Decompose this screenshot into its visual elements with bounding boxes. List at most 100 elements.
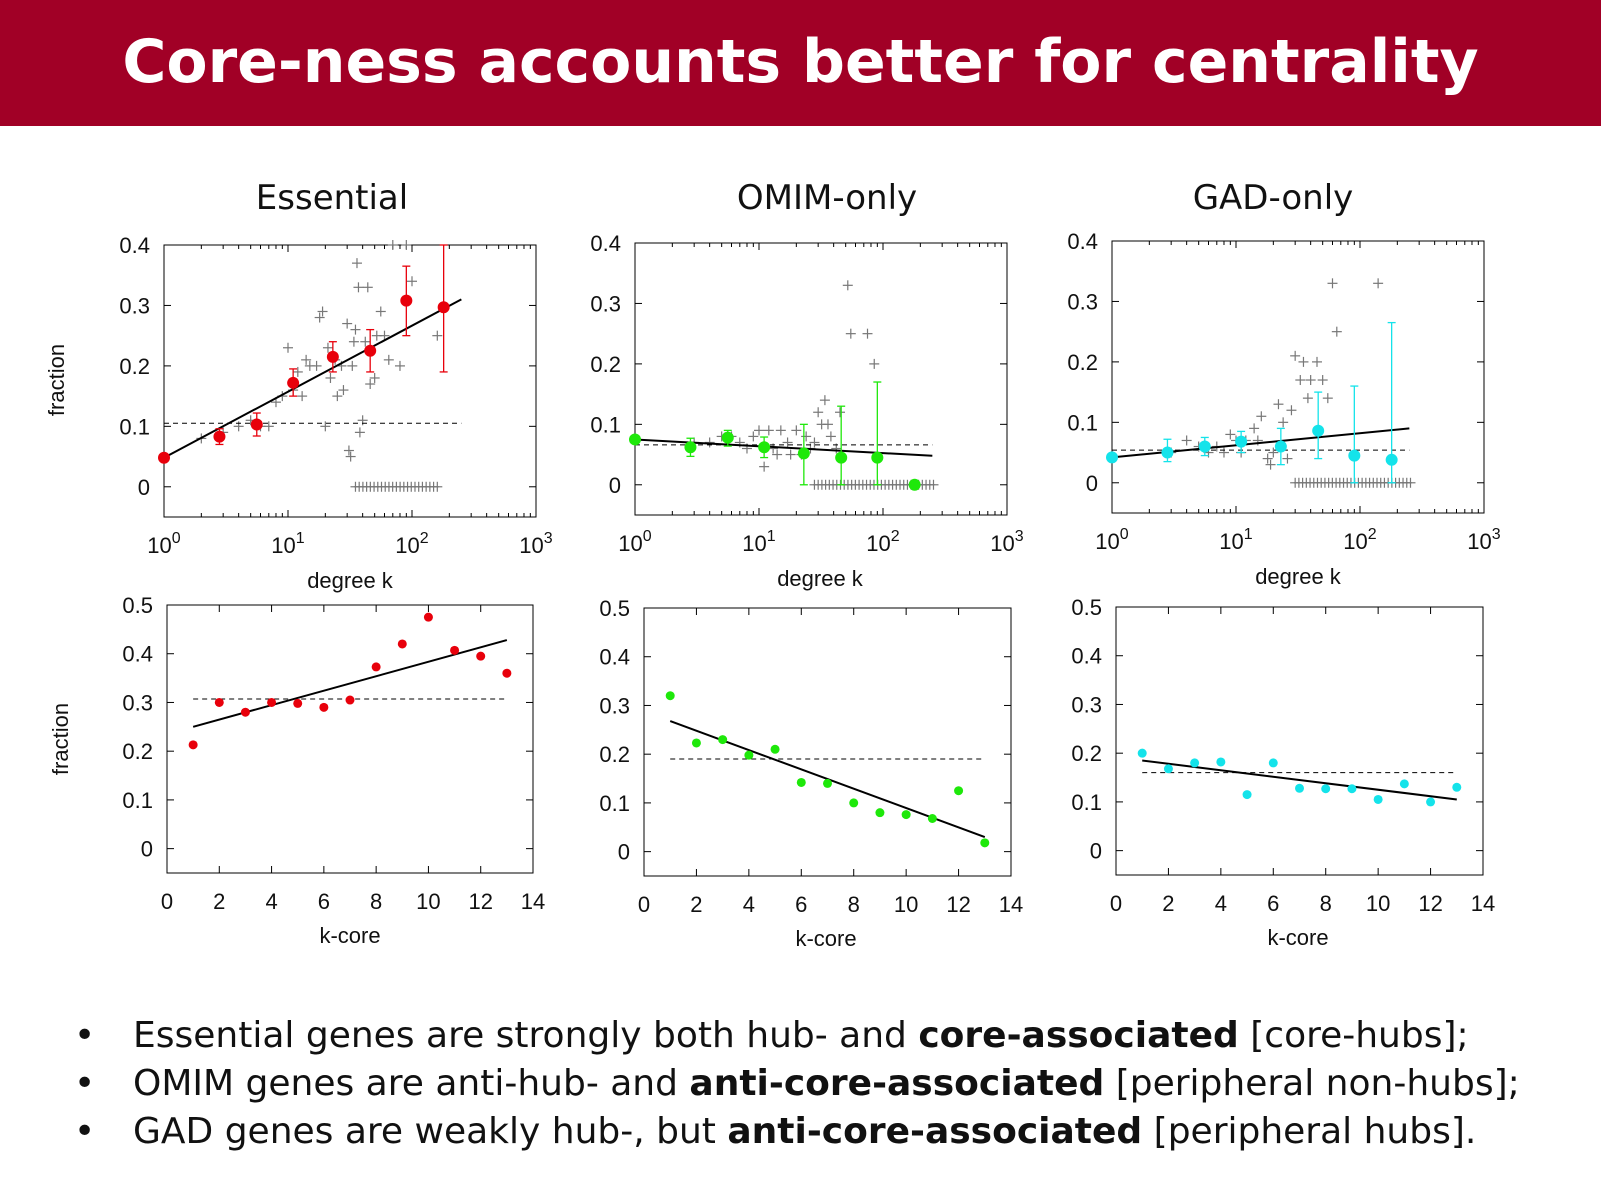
bullet-text: Essential genes are strongly both hub- a… <box>133 1012 1469 1060</box>
y-tick-label: 0.3 <box>1071 692 1102 717</box>
data-point <box>326 350 339 363</box>
x-axis-label: k-core <box>795 926 856 951</box>
data-point <box>1348 449 1361 462</box>
data-point <box>1198 440 1211 453</box>
x-tick-label: 0 <box>161 889 173 914</box>
y-tick-label: 0.3 <box>119 293 150 318</box>
y-tick-label: 0.5 <box>122 593 153 618</box>
bullet-dot: • <box>74 1111 96 1152</box>
x-tick-label: 101 <box>742 528 775 556</box>
data-point <box>691 738 701 748</box>
x-tick-label: 4 <box>743 892 755 917</box>
data-point <box>364 344 377 357</box>
data-point <box>293 698 303 708</box>
bullet-bold: anti-core-associated <box>727 1111 1143 1152</box>
data-point <box>371 662 381 672</box>
data-point <box>1106 451 1118 464</box>
bullet-bold: anti-core-associated <box>689 1063 1105 1104</box>
data-point <box>871 451 884 464</box>
data-point <box>1312 424 1325 437</box>
x-axis-label: k-core <box>319 923 380 948</box>
x-axis-label: degree k <box>777 566 864 591</box>
x-tick-label: 2 <box>213 889 225 914</box>
data-point <box>1137 748 1147 758</box>
bullet-item: • OMIM genes are anti-hub- and anti-core… <box>70 1060 1570 1108</box>
data-point <box>1347 784 1357 794</box>
data-point <box>665 691 675 701</box>
data-point <box>835 451 848 464</box>
fit-line <box>1111 427 1410 459</box>
chart-panel: 0 0.1 0.2 0.3 0.4 0.5 0 2 4 6 8 10 12 14 k-core <box>1071 595 1495 950</box>
data-point <box>1216 757 1226 767</box>
data-point <box>744 750 754 760</box>
plot-frame <box>163 244 537 518</box>
y-tick-label: 0.4 <box>599 645 630 670</box>
y-tick-label: 0.1 <box>1067 410 1098 435</box>
bullet-item: • GAD genes are weakly hub-, but anti-co… <box>70 1108 1570 1156</box>
data-point <box>908 478 921 491</box>
x-tick-label: 0 <box>638 892 650 917</box>
y-tick-label: 0.4 <box>122 642 153 667</box>
bullet-item: • Essential genes are strongly both hub-… <box>70 1012 1570 1060</box>
bullet-dot: • <box>74 1063 96 1104</box>
data-point <box>1268 758 1278 768</box>
data-point <box>1385 453 1398 466</box>
data-point <box>1274 440 1287 453</box>
x-tick-label: 10 <box>416 889 440 914</box>
x-tick-label: 4 <box>1215 891 1227 916</box>
data-point <box>927 814 937 824</box>
bullet-text-part: Essential genes are strongly both hub- a… <box>133 1015 919 1056</box>
data-point <box>1161 446 1174 459</box>
data-point <box>1242 790 1252 800</box>
data-point <box>849 798 859 808</box>
data-point <box>1373 794 1383 804</box>
data-point <box>1399 779 1409 789</box>
x-tick-label: 103 <box>1467 526 1500 554</box>
chart-panel: 0 0.1 0.2 0.3 0.4 100 101 102 103 degree k <box>1067 229 1500 589</box>
data-point <box>287 376 300 389</box>
plot-frame <box>1115 606 1484 876</box>
y-tick-label: 0 <box>1086 471 1098 496</box>
y-tick-label: 0.1 <box>590 412 621 437</box>
x-axis-label: degree k <box>307 568 394 593</box>
data-point <box>796 777 806 787</box>
fit-line <box>634 438 933 457</box>
y-axis-label: fraction <box>44 344 69 416</box>
x-tick-label: 12 <box>946 892 970 917</box>
plot-frame <box>166 604 534 874</box>
y-tick-label: 0 <box>141 837 153 862</box>
data-point <box>502 668 512 678</box>
y-tick-label: 0.5 <box>1071 595 1102 620</box>
y-tick-label: 0 <box>138 475 150 500</box>
data-point <box>213 430 226 443</box>
y-tick-label: 0.1 <box>599 791 630 816</box>
y-tick-label: 0 <box>609 473 621 498</box>
data-point <box>267 697 277 707</box>
x-tick-label: 103 <box>990 528 1023 556</box>
slide-title: Core-ness accounts better for centrality <box>122 27 1479 97</box>
data-point <box>158 451 170 464</box>
data-point <box>476 651 486 661</box>
data-point <box>770 744 780 754</box>
bullet-text-part: GAD genes are weakly hub-, but <box>133 1111 728 1152</box>
chart-panel: 0 0.1 0.2 0.3 0.4 100 101 102 103 degree k fractio… <box>44 233 553 593</box>
x-tick-label: 6 <box>1267 891 1279 916</box>
x-tick-label: 8 <box>370 889 382 914</box>
x-tick-label: 2 <box>1162 891 1174 916</box>
data-point <box>684 441 697 454</box>
bullet-dot: • <box>74 1015 96 1056</box>
data-point <box>1321 784 1331 794</box>
x-axis-label: k-core <box>1267 925 1328 950</box>
bullet-text-part: OMIM genes are anti-hub- and <box>133 1063 690 1104</box>
y-tick-label: 0 <box>618 840 630 865</box>
x-tick-label: 102 <box>1343 526 1376 554</box>
bullet-bold: core-associated <box>918 1015 1239 1056</box>
y-tick-label: 0.3 <box>599 693 630 718</box>
data-point <box>188 740 198 750</box>
panel-title-omim: OMIM-only <box>736 178 918 218</box>
data-point <box>718 735 728 745</box>
chart-panel: 0 0.1 0.2 0.3 0.4 100 101 102 103 degree k <box>590 231 1023 591</box>
data-point <box>758 441 771 454</box>
x-tick-label: 103 <box>519 530 552 558</box>
panel-title-essential: Essential <box>255 178 409 218</box>
